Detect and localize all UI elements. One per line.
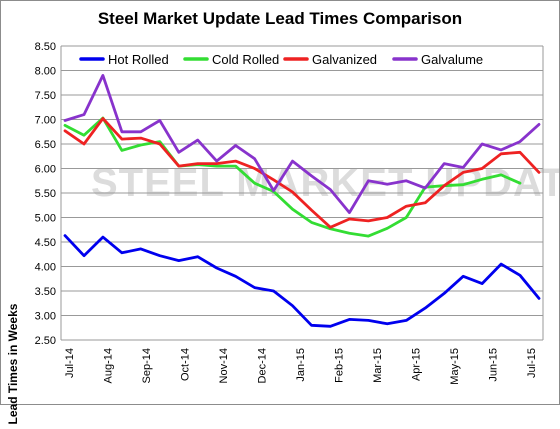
y-tick-label: 5.00 (35, 213, 56, 225)
y-tick-label: 3.00 (35, 311, 56, 323)
y-tick-label: 6.00 (35, 164, 56, 176)
y-tick-label: 8.50 (35, 41, 56, 53)
y-tick-label: 4.50 (35, 237, 56, 249)
x-tick-label: Jan-15 (295, 348, 307, 382)
y-tick-label: 4.00 (35, 262, 56, 274)
legend-label: Galvalume (421, 52, 483, 67)
x-tick-label: Dec-14 (257, 348, 269, 383)
series-line-galvalume (63, 74, 541, 215)
x-tick-label: Sep-14 (141, 348, 153, 383)
series-line-galvanized (63, 117, 541, 229)
x-tick-label: Nov-14 (218, 348, 230, 383)
x-tick-label: Aug-14 (103, 348, 115, 383)
y-tick-label: 2.50 (35, 335, 56, 347)
watermark-text: STEEL MARKET UPDATE (91, 161, 559, 205)
x-tick-label: Feb-15 (334, 348, 346, 383)
x-tick-label: Mar-15 (372, 348, 384, 383)
series-line-hot-rolled (63, 234, 541, 328)
x-tick-label: Jul-15 (526, 348, 538, 378)
y-tick-label: 5.50 (35, 188, 56, 200)
y-tick-label: 7.00 (35, 115, 56, 127)
legend-label: Cold Rolled (212, 52, 279, 67)
legend-label: Galvanized (312, 52, 377, 67)
legend-label: Hot Rolled (108, 52, 169, 67)
chart-title: Steel Market Update Lead Times Compariso… (97, 9, 463, 28)
x-tick-label: May-15 (449, 348, 461, 385)
y-tick-label: 8.00 (35, 66, 56, 78)
y-tick-label: 3.50 (35, 286, 56, 298)
chart-svg: STEEL MARKET UPDATE 2.50 3.00 3.50 4.00 4.50… (35, 41, 559, 385)
x-tick-label: Apr-15 (411, 348, 423, 381)
x-tick-label: Jul-14 (64, 348, 76, 378)
y-tick-label: 7.50 (35, 90, 56, 102)
y-tick-label: 6.50 (35, 139, 56, 151)
x-tick-label: Oct-14 (180, 348, 192, 381)
x-tick-label: Jun-15 (488, 348, 500, 382)
